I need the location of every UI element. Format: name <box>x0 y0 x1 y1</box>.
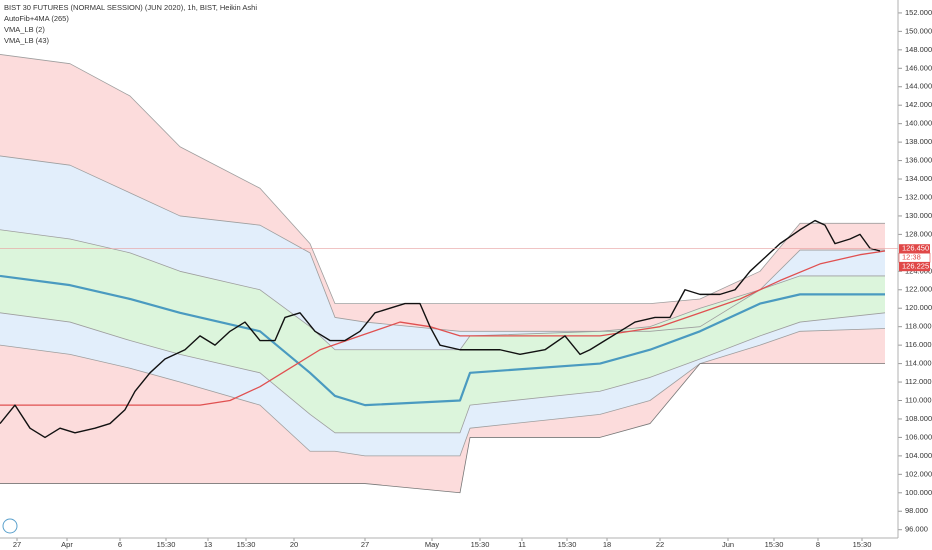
legend-entry: VMA_LB (2) <box>4 25 45 34</box>
logo[interactable] <box>2 518 18 534</box>
y-tick-label: 150.000 <box>905 26 932 35</box>
x-tick-label: 8 <box>816 540 820 549</box>
y-tick-label: 134.000 <box>905 174 932 183</box>
x-tick-label: 15:30 <box>558 540 577 549</box>
x-tick-label: 6 <box>118 540 122 549</box>
y-tick-label: 108.000 <box>905 414 932 423</box>
x-tick-label: May <box>425 540 439 549</box>
series-line <box>0 250 886 406</box>
x-tick-label: 15:30 <box>765 540 784 549</box>
x-tick-label: Jun <box>722 540 734 549</box>
y-tick-label: 138.000 <box>905 137 932 146</box>
x-tick-label: 27 <box>361 540 369 549</box>
y-tick-label: 144.000 <box>905 82 932 91</box>
y-tick-label: 98.000 <box>905 506 928 515</box>
y-tick-label: 136.000 <box>905 156 932 165</box>
y-tick-label: 110.000 <box>905 395 932 404</box>
x-tick-label: Apr <box>61 540 73 549</box>
x-tick-label: 18 <box>603 540 611 549</box>
y-tick-label: 112.000 <box>905 377 932 386</box>
x-tick-label: 15:30 <box>157 540 176 549</box>
y-tick-label: 140.000 <box>905 119 932 128</box>
y-tick-label: 116.000 <box>905 340 932 349</box>
y-tick-label: 130.000 <box>905 211 932 220</box>
y-tick-label: 96.000 <box>905 525 928 534</box>
y-tick-label: 106.000 <box>905 432 932 441</box>
y-tick-label: 146.000 <box>905 63 932 72</box>
y-tick-label: 142.000 <box>905 100 932 109</box>
x-tick-label: 20 <box>290 540 298 549</box>
y-tick-label: 102.000 <box>905 469 932 478</box>
x-tick-label: 22 <box>656 540 664 549</box>
y-tick-label: 100.000 <box>905 488 932 497</box>
band-fill <box>0 229 885 406</box>
band-line <box>0 229 885 351</box>
y-tick-label: 114.000 <box>905 359 932 368</box>
band-line <box>0 155 885 332</box>
band-line <box>0 363 885 494</box>
legend-entry: VMA_LB (43) <box>4 36 50 45</box>
x-tick-label: 15:30 <box>471 540 490 549</box>
band-fill <box>0 312 885 456</box>
band-fill <box>0 54 885 332</box>
band-line <box>0 328 886 457</box>
price-label-box <box>899 244 930 254</box>
y-tick-label: 128.000 <box>905 229 932 238</box>
price-label-box <box>899 262 930 272</box>
x-tick-label: 27 <box>13 540 21 549</box>
y-tick-label: 132.000 <box>905 192 932 201</box>
x-tick-label: 13 <box>204 540 212 549</box>
price-label: 126.450 <box>902 244 929 253</box>
y-tick-label: 118.000 <box>905 322 932 331</box>
price-label: 126.225 <box>902 262 929 271</box>
x-tick-label: 11 <box>518 540 526 549</box>
price-label: 12:38 <box>902 253 921 262</box>
y-tick-label: 104.000 <box>905 451 932 460</box>
legend-entry: AutoFib+4MA (265) <box>4 14 69 23</box>
y-tick-label: 122.000 <box>905 285 932 294</box>
x-tick-label: 15:30 <box>237 540 256 549</box>
chart-title: BIST 30 FUTURES (NORMAL SESSION) (JUN 20… <box>4 3 257 12</box>
band-fill <box>0 328 885 493</box>
band-fill <box>0 155 885 350</box>
x-tick-label: 15:30 <box>853 540 872 549</box>
band-line <box>0 274 885 407</box>
y-tick-label: 152.000 <box>905 8 932 17</box>
band-line <box>0 312 886 434</box>
series-line <box>0 219 881 439</box>
y-tick-label: 120.000 <box>905 303 932 312</box>
y-tick-label: 148.000 <box>905 45 932 54</box>
